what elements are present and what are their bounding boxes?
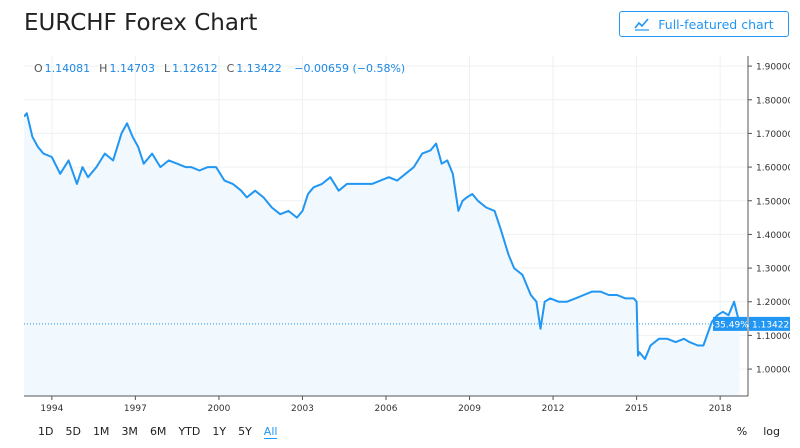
percent-scale-button[interactable]: % [736, 425, 748, 438]
price-chart[interactable]: 1.90000 1.80000 1.70000 1.60000 1.50000 1.400… [23, 56, 793, 418]
close-value: 1.13422 [236, 62, 282, 75]
range-button-5d[interactable]: 5D [65, 425, 81, 438]
full-featured-chart-button[interactable]: Full-featured chart [619, 11, 789, 37]
x-tick-label: 1994 [40, 404, 63, 414]
y-tick-label: 1.50000 [756, 197, 790, 207]
change-percent-badge-bg [713, 316, 747, 331]
open-value: 1.14081 [44, 62, 91, 75]
price-line [23, 112, 741, 360]
y-tick-label: 1.90000 [756, 63, 790, 73]
page-title: EURCHF Forex Chart [24, 10, 258, 36]
y-tick-label: 1.00000 [756, 366, 790, 376]
full-featured-chart-label: Full-featured chart [658, 16, 774, 32]
range-button-3m[interactable]: 3M [121, 425, 138, 438]
range-selector: 1D 5D 1M 3M 6M YTD 1Y 5Y All [38, 425, 289, 439]
open-label: O [34, 62, 43, 75]
last-price-badge: 1.13422 [752, 320, 789, 330]
x-tick-label: 2012 [542, 404, 565, 414]
x-tick-label: 2003 [291, 404, 314, 414]
range-button-5y[interactable]: 5Y [238, 425, 252, 438]
ohlc-legend: O 1.14081 H 1.14703 L 1.12612 C 1.13422 −0.0… [34, 62, 407, 75]
x-tick-label: 2006 [375, 404, 398, 414]
y-tick-label: 1.70000 [756, 130, 790, 140]
x-tick-label: 2009 [458, 404, 481, 414]
y-tick-label: 1.30000 [756, 265, 790, 275]
y-tick-label: 1.10000 [756, 332, 790, 342]
y-tick-label: 1.20000 [756, 298, 790, 308]
close-label: C [226, 62, 235, 75]
range-button-all[interactable]: All [263, 425, 278, 439]
log-scale-button[interactable]: log [763, 425, 780, 438]
change-percent-badge: -35.49% [711, 320, 749, 330]
low-label: L [163, 62, 171, 75]
change-value: −0.00659 (−0.58%) [294, 62, 406, 75]
high-label: H [99, 62, 108, 75]
y-tick-label: 1.60000 [756, 164, 790, 174]
x-tick-label: 2018 [709, 404, 732, 414]
x-tick-label: 2015 [625, 404, 648, 414]
x-tick-label: 1997 [124, 404, 147, 414]
range-button-6m[interactable]: 6M [149, 425, 167, 438]
price-chart-svg[interactable]: 1.90000 1.80000 1.70000 1.60000 1.50000 1.400… [23, 56, 793, 418]
last-price-badge-bg [749, 316, 791, 331]
range-button-ytd[interactable]: YTD [178, 425, 201, 438]
y-tick-label: 1.40000 [756, 231, 790, 241]
range-button-1m[interactable]: 1M [92, 425, 110, 438]
scale-buttons: % log [737, 425, 780, 438]
x-tick-label: 2000 [207, 404, 230, 414]
y-tick-label: 1.80000 [756, 96, 790, 106]
chart-icon [634, 18, 650, 31]
range-button-1d[interactable]: 1D [38, 425, 54, 438]
high-value: 1.14703 [109, 62, 155, 75]
price-area [24, 113, 740, 396]
range-button-1y[interactable]: 1Y [212, 425, 227, 438]
low-value: 1.12612 [172, 62, 218, 75]
